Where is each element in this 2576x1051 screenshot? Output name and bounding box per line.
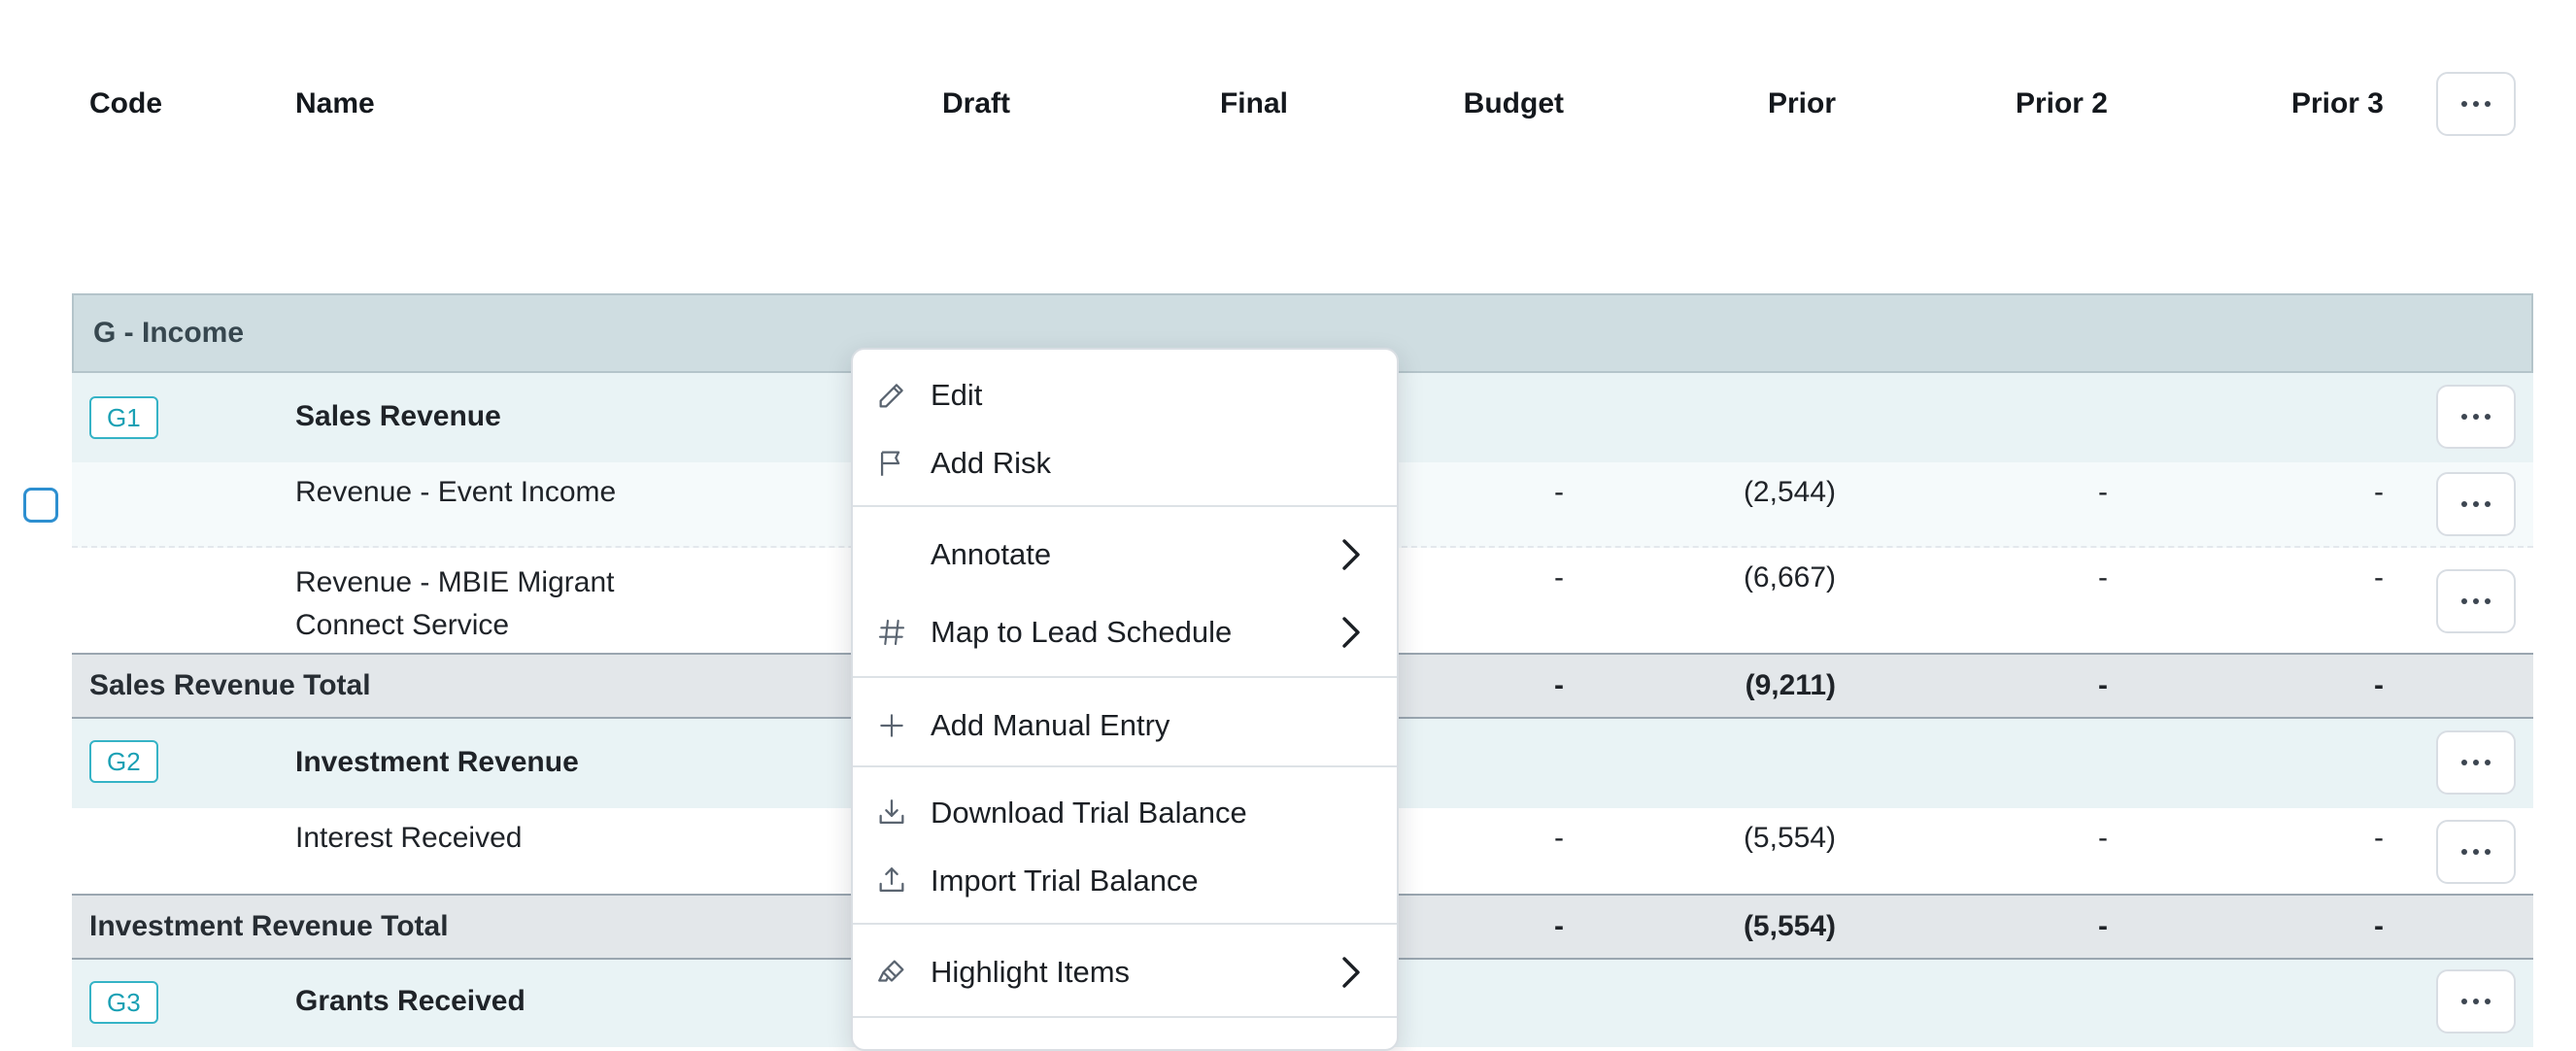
more-horizontal-icon — [2461, 414, 2491, 420]
row-more-button[interactable] — [2436, 472, 2516, 536]
section-title: G - Income — [93, 317, 245, 349]
more-horizontal-icon — [2461, 999, 2491, 1004]
total-budget: - — [1554, 910, 1564, 942]
menu-divider — [853, 923, 1397, 925]
row-name: Revenue - MBIE Migrant Connect Service — [295, 561, 614, 647]
menu-item-download-trial-balance[interactable]: Download Trial Balance — [853, 781, 1397, 845]
col-header-prior3[interactable]: Prior 3 — [2290, 87, 2384, 119]
menu-divider — [853, 1016, 1397, 1018]
menu-item-map-lead-schedule[interactable]: Map to Lead Schedule — [853, 600, 1397, 664]
col-header-prior[interactable]: Prior — [1767, 87, 1836, 119]
group-name-g3: Grants Received — [295, 985, 525, 1017]
code-badge-g1[interactable]: G1 — [89, 396, 158, 439]
row-prior3: - — [2374, 822, 2384, 854]
row-prior: (2,544) — [1743, 476, 1836, 508]
highlighter-icon — [874, 955, 909, 990]
menu-item-label: Import Trial Balance — [931, 864, 1199, 898]
col-header-draft[interactable]: Draft — [941, 87, 1010, 119]
total-name: Sales Revenue Total — [89, 669, 371, 701]
table-header: Code Name Draft Final Budget Prior Prior… — [0, 72, 2576, 136]
col-header-final[interactable]: Final — [1219, 87, 1288, 119]
more-horizontal-icon — [2461, 101, 2491, 107]
group-name-g1: Sales Revenue — [295, 400, 501, 432]
menu-item-import-trial-balance[interactable]: Import Trial Balance — [853, 849, 1397, 913]
flag-icon — [874, 446, 909, 481]
row-more-button[interactable] — [2436, 385, 2516, 449]
header-more-button[interactable] — [2436, 72, 2516, 136]
menu-item-label: Edit — [931, 378, 983, 412]
row-name: Interest Received — [295, 822, 523, 854]
total-prior: (5,554) — [1743, 910, 1836, 942]
group-name-g2: Investment Revenue — [295, 746, 579, 778]
menu-item-add-manual-entry[interactable]: Add Manual Entry — [853, 694, 1397, 758]
row-name: Revenue - Event Income — [295, 476, 617, 508]
total-prior3: - — [2374, 669, 2384, 701]
row-budget: - — [1554, 561, 1564, 593]
menu-item-label: Download Trial Balance — [931, 796, 1247, 830]
total-prior: (9,211) — [1745, 669, 1836, 701]
more-horizontal-icon — [2461, 760, 2491, 765]
col-header-name[interactable]: Name — [295, 87, 375, 119]
context-menu: Edit Add Risk Annotate Map to Lead Sched… — [851, 348, 1399, 1051]
menu-divider — [853, 676, 1397, 678]
code-badge-g2[interactable]: G2 — [89, 740, 158, 783]
menu-item-label: Annotate — [931, 537, 1052, 571]
menu-item-label: Map to Lead Schedule — [931, 615, 1233, 649]
chevron-right-icon — [1342, 539, 1360, 570]
more-horizontal-icon — [2461, 598, 2491, 604]
total-name: Investment Revenue Total — [89, 910, 449, 942]
menu-item-add-risk[interactable]: Add Risk — [853, 431, 1397, 495]
row-more-button[interactable] — [2436, 730, 2516, 795]
menu-item-label: Add Manual Entry — [931, 708, 1170, 742]
upload-icon — [874, 864, 909, 898]
menu-item-label: Add Risk — [931, 446, 1052, 480]
menu-item-label: Highlight Items — [931, 955, 1131, 989]
menu-item-annotate[interactable]: Annotate — [853, 523, 1397, 587]
row-budget: - — [1554, 822, 1564, 854]
pencil-icon — [874, 378, 909, 413]
row-more-button[interactable] — [2436, 969, 2516, 1034]
row-more-button[interactable] — [2436, 569, 2516, 633]
download-icon — [874, 796, 909, 831]
menu-item-highlight-items[interactable]: Highlight Items — [853, 940, 1397, 1004]
col-header-budget[interactable]: Budget — [1463, 87, 1564, 119]
chevron-right-icon — [1342, 617, 1360, 648]
row-prior2: - — [2098, 822, 2108, 854]
menu-divider — [853, 505, 1397, 507]
total-prior2: - — [2098, 910, 2108, 942]
total-budget: - — [1554, 669, 1564, 701]
row-prior2: - — [2098, 561, 2108, 593]
hash-icon — [874, 615, 909, 650]
code-badge-g3[interactable]: G3 — [89, 981, 158, 1024]
row-prior2: - — [2098, 476, 2108, 508]
more-horizontal-icon — [2461, 501, 2491, 507]
total-prior3: - — [2374, 910, 2384, 942]
total-prior2: - — [2098, 669, 2108, 701]
col-header-prior2[interactable]: Prior 2 — [2015, 87, 2108, 119]
row-prior: (5,554) — [1743, 822, 1836, 854]
row-name-line2: Connect Service — [295, 609, 510, 641]
row-budget: - — [1554, 476, 1564, 508]
menu-divider — [853, 765, 1397, 767]
menu-item-edit[interactable]: Edit — [853, 363, 1397, 427]
more-horizontal-icon — [2461, 849, 2491, 855]
row-more-button[interactable] — [2436, 820, 2516, 884]
row-prior3: - — [2374, 561, 2384, 593]
row-prior3: - — [2374, 476, 2384, 508]
plus-icon — [874, 708, 909, 743]
row-name-line1: Revenue - MBIE Migrant — [295, 566, 615, 598]
chevron-right-icon — [1342, 957, 1360, 988]
row-select-checkbox[interactable] — [23, 488, 58, 523]
col-header-code[interactable]: Code — [89, 87, 162, 119]
row-prior: (6,667) — [1743, 561, 1836, 593]
